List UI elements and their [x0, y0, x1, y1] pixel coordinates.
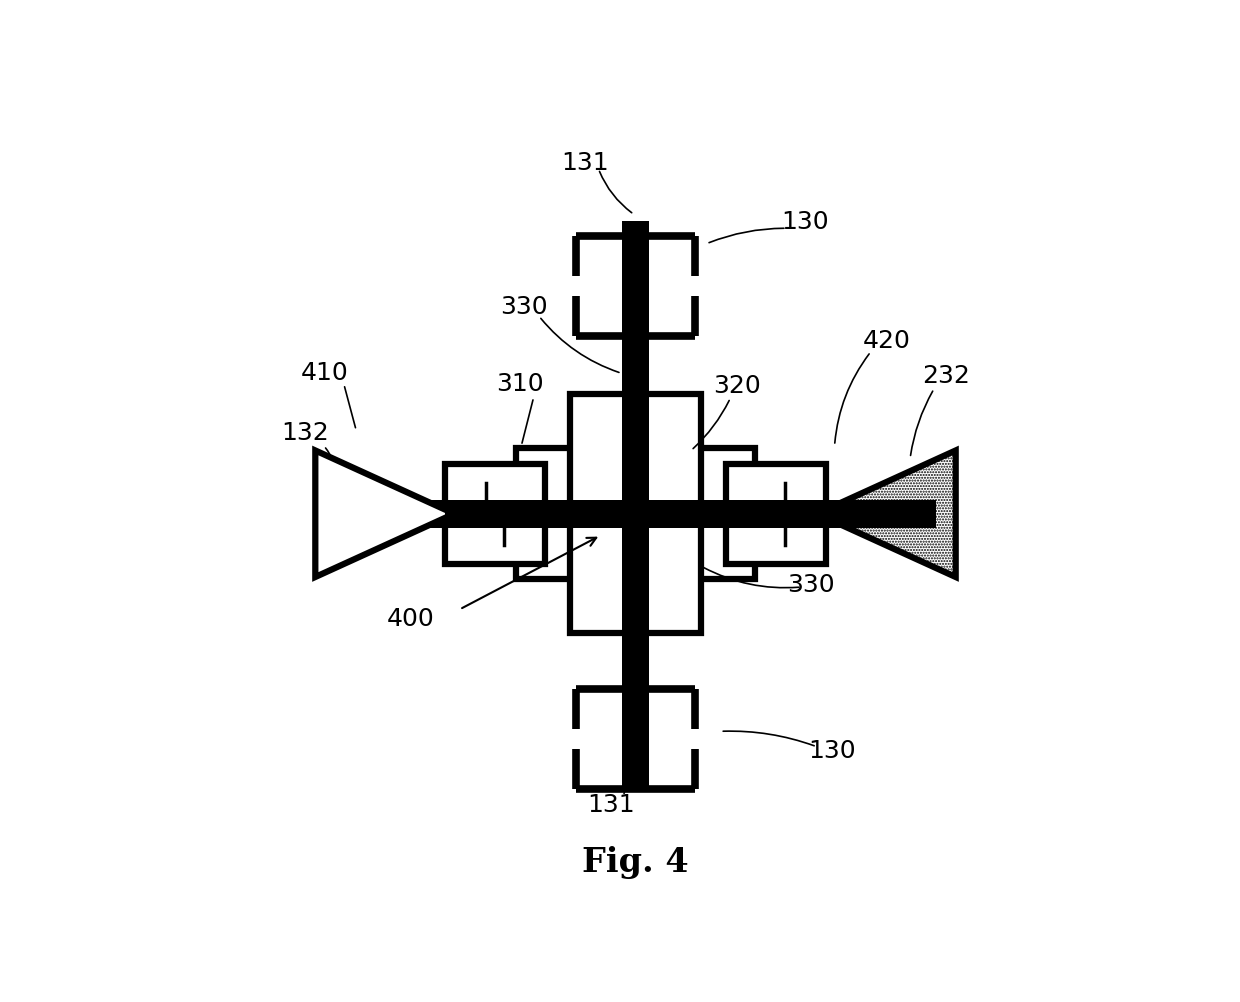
Text: Fig. 4: Fig. 4 [583, 846, 688, 879]
Text: 330: 330 [787, 573, 836, 597]
Text: 320: 320 [713, 374, 761, 398]
Bar [445, 500, 546, 528]
Text: 400: 400 [387, 606, 434, 630]
Bar [445, 464, 546, 564]
Bar [621, 394, 650, 633]
Bar [570, 394, 701, 633]
Text: 232: 232 [923, 365, 971, 389]
Bar [725, 464, 826, 564]
Bar [516, 500, 755, 528]
Bar [725, 464, 826, 564]
Text: 131: 131 [562, 150, 609, 174]
Text: 130: 130 [808, 739, 856, 764]
Bar [570, 394, 701, 633]
Text: 310: 310 [496, 372, 543, 396]
Text: 130: 130 [781, 210, 830, 234]
Bar [516, 448, 755, 579]
Text: 410: 410 [300, 362, 348, 386]
Bar [725, 500, 826, 528]
Text: 330: 330 [500, 295, 547, 319]
Polygon shape [315, 451, 454, 577]
Text: 132: 132 [281, 422, 329, 446]
Bar [516, 448, 755, 579]
Text: 131: 131 [587, 794, 635, 818]
Bar [335, 500, 936, 528]
Bar [621, 220, 650, 792]
Bar [445, 464, 546, 564]
Text: 420: 420 [863, 329, 911, 353]
